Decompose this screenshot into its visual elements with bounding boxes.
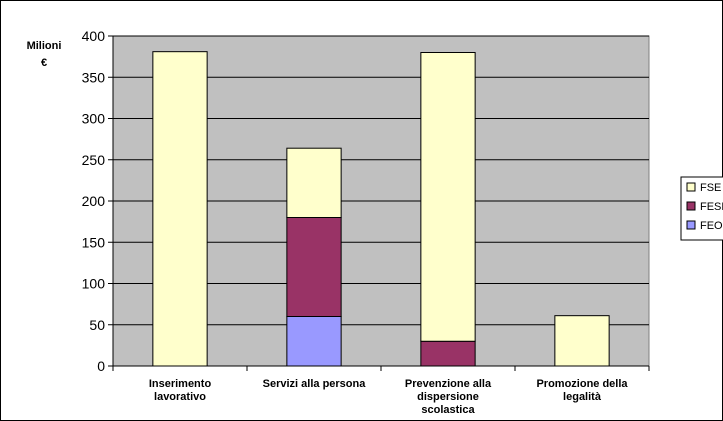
x-tick-label-line: Promozione della [536,378,628,390]
bar-fse-0 [152,51,208,367]
bar-fesr-2 [420,340,476,367]
x-tick-label-line: lavorativo [154,391,206,403]
x-tick-label-line: legalità [563,391,602,403]
y-tick-label: 250 [82,152,106,168]
y-tick-label: 50 [89,317,105,333]
y-tick-label: 200 [82,193,106,209]
x-tick-label: Prevenzione alla dispersione scolastica [405,378,492,416]
y-tick-label: 300 [82,111,106,127]
legend-label-fesr: FESR [700,201,723,213]
legend: FSE FESR FEOGA [680,176,723,241]
x-tick-label-line: Prevenzione alla [405,378,492,390]
y-axis-title-text: Milioni € [27,40,62,69]
x-tick-label: Servizi alla persona [263,378,367,390]
legend-swatch-fse [686,182,696,192]
x-tick-label-line: Servizi alla persona [263,378,367,390]
bar-fesr-1 [286,217,342,317]
legend-swatch-fesr [686,201,696,211]
legend-label-fse: FSE [700,182,721,194]
legend-swatch-feoga [686,220,696,230]
y-tick-label: 150 [82,234,106,250]
y-tick-label: 350 [82,69,106,85]
x-tick-label-line: dispersione [417,391,479,403]
x-tick-label-line: Inserimento [149,378,212,390]
y-tick-label: 0 [97,358,105,374]
x-tick-label-line: scolastica [421,404,475,416]
bars [152,51,610,367]
y-tick-label: 400 [82,28,106,44]
x-axis-labels: Inserimento lavorativo Servizi alla person… [149,378,629,416]
x-tick-label: Promozione della legalità [536,378,628,403]
y-axis-title: Milioni € [27,40,62,69]
bar-feoga-1 [286,316,342,367]
legend-label-feoga: FEOGA [700,220,723,232]
bar-fse-1 [286,147,342,218]
y-axis-title-line: Milioni [27,40,62,52]
bar-fse-2 [420,52,476,342]
bar-fse-3 [554,315,610,367]
y-axis-title-line: € [41,57,47,69]
x-tick-label: Inserimento lavorativo [149,378,212,403]
y-tick-label: 100 [82,276,106,292]
axes: 0 50 100 150 200 250 300 350 400 [82,28,650,374]
